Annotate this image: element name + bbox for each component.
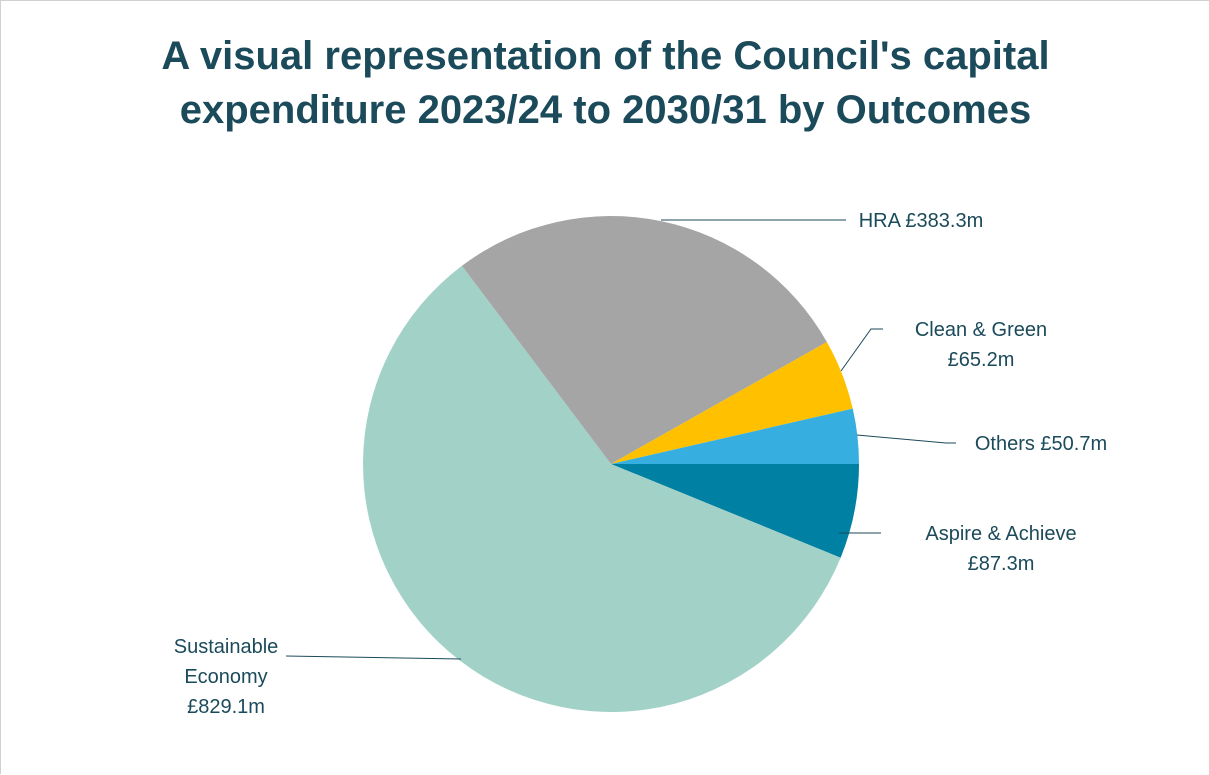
slice-label: Others £50.7m — [975, 433, 1107, 455]
chart-title-line-1: A visual representation of the Council's… — [161, 34, 1050, 78]
slice-label: Sustainable Economy £829.1m — [174, 636, 279, 718]
chart-title: A visual representation of the Council's… — [1, 29, 1209, 137]
chart-title-line-2: expenditure 2023/24 to 2030/31 by Outcom… — [179, 88, 1032, 132]
slice-label-line: £65.2m — [948, 349, 1015, 371]
pie-slices — [362, 216, 859, 713]
pie-slice — [611, 341, 853, 464]
leader-line — [840, 328, 883, 372]
slice-label-line: Economy — [184, 666, 267, 688]
slice-label-line: HRA £383.3m — [859, 210, 984, 232]
leader-lines — [285, 219, 956, 660]
slice-label: HRA £383.3m — [859, 210, 984, 232]
slice-labels: Aspire & Achieve £87.3m Sustainable Economy… — [174, 210, 1107, 718]
slice-label-line: Aspire & Achieve — [925, 523, 1076, 545]
slice-label-line: £829.1m — [187, 696, 265, 718]
slice-label-line: Sustainable — [174, 636, 279, 658]
leader-line — [856, 434, 956, 444]
slice-label: Aspire & Achieve £87.3m — [925, 523, 1076, 575]
slice-label-line: Others £50.7m — [975, 433, 1107, 455]
pie-slice — [362, 265, 841, 713]
leader-line — [285, 655, 462, 660]
slice-label-line: Clean & Green — [915, 319, 1047, 341]
slice-label: Clean & Green £65.2m — [915, 319, 1047, 371]
pie-slice — [611, 408, 859, 464]
pie-slice — [461, 216, 827, 464]
slice-label-line: £87.3m — [968, 553, 1035, 575]
pie-slice — [611, 464, 859, 558]
